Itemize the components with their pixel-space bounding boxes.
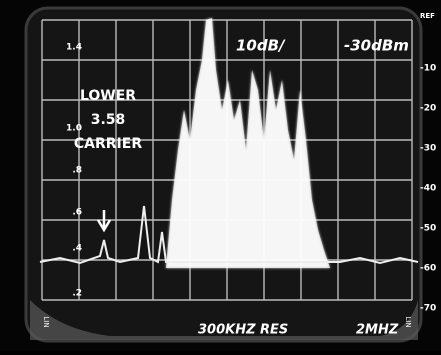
mode-right: LIN <box>404 316 412 327</box>
left-scale-label: .4 <box>72 244 82 254</box>
mode-left: LIN <box>42 316 50 327</box>
left-scale-label: .6 <box>72 208 82 218</box>
annotation-line: LOWER <box>80 88 136 104</box>
readout-scale: 10dB/ <box>236 37 286 55</box>
left-scale-label: .2 <box>72 289 82 299</box>
readout-span: 2MHZ <box>356 323 399 338</box>
right-scale-label: -60 <box>420 264 436 274</box>
annotation-line: CARRIER <box>74 136 142 152</box>
left-scale-label: .8 <box>72 166 82 176</box>
right-scale-label: -40 <box>420 184 436 194</box>
right-scale-label: -70 <box>420 304 436 314</box>
readout-reference: -30dBm <box>344 37 409 55</box>
readout-resolution: 300KHZ RES <box>198 323 288 338</box>
right-scale-label: -20 <box>420 104 436 114</box>
left-scale-label: 1.0 <box>66 124 82 134</box>
left-scale-label: 1.4 <box>66 43 82 53</box>
right-scale-label: -50 <box>420 224 436 234</box>
annotation-line: 3.58 <box>91 112 126 128</box>
right-scale-label: REF <box>420 12 435 20</box>
analyzer-photo: 1.4 1.0 .8 .6 .4 .2 REF -10 -20 -30 -40 -50 -60 -70 LO… <box>0 0 441 351</box>
right-scale-label: -10 <box>420 64 436 74</box>
right-scale-label: -30 <box>420 144 436 154</box>
